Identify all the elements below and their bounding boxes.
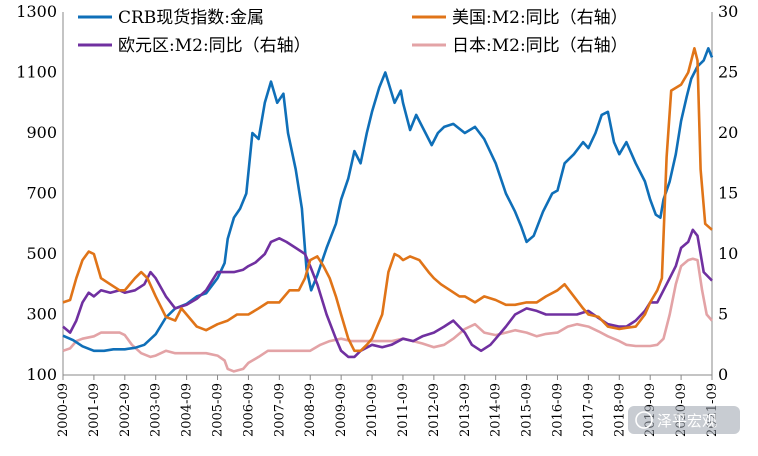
legend-label-us-m2: 美国:M2:同比（右轴） [452, 8, 628, 28]
left-tick-label: 700 [26, 184, 57, 203]
legend: CRB现货指数:金属 美国:M2:同比（右轴） 欧元区:M2:同比（右轴） 日本… [78, 8, 628, 56]
left-tick-label: 500 [26, 244, 57, 263]
left-tick-label: 1100 [16, 63, 57, 82]
crb-metals-line [62, 47, 714, 353]
legend-label-crb: CRB现货指数:金属 [118, 8, 264, 28]
right-tick-label: 25 [718, 63, 738, 82]
right-tick-label: 30 [718, 2, 738, 21]
x-tick-label: 2015-09 [520, 383, 535, 437]
x-tick-label: 2008-09 [303, 383, 318, 437]
right-tick-label: 0 [718, 365, 728, 384]
left-tick-label: 1300 [16, 2, 57, 21]
x-tick-label: 2011-09 [396, 383, 411, 437]
jp-m2-line [62, 257, 713, 373]
x-tick-label: 2007-09 [272, 383, 287, 437]
x-tick-label: 2004-09 [180, 383, 195, 437]
x-axis-ticks: 2000-09 2001-09 2002-09 2003-09 2004-09 2005-… [56, 375, 720, 437]
x-tick-label: 2003-09 [149, 383, 164, 437]
x-tick-label: 2009-09 [334, 383, 349, 437]
x-tick-label: 2006-09 [241, 383, 256, 437]
x-tick-label: 2016-09 [550, 383, 565, 437]
x-tick-label: 2013-09 [458, 383, 473, 437]
watermark-text: 泽平宏观 [657, 412, 717, 430]
left-tick-label: 900 [26, 123, 57, 142]
watermark: 泽平宏观 [628, 406, 740, 434]
x-tick-label: 2014-09 [489, 383, 504, 437]
plot-area [62, 12, 713, 376]
x-tick-label: 2010-09 [365, 383, 380, 437]
left-tick-label: 300 [26, 305, 57, 324]
right-tick-label: 15 [718, 184, 738, 203]
series-lines [62, 47, 714, 373]
right-tick-label: 20 [718, 123, 738, 142]
right-tick-label: 5 [718, 305, 728, 324]
x-tick-label: 2005-09 [211, 383, 226, 437]
left-tick-label: 100 [26, 365, 57, 384]
legend-label-jp-m2: 日本:M2:同比（右轴） [452, 36, 628, 56]
x-tick-label: 2001-09 [87, 383, 102, 437]
watermark-badge [628, 406, 740, 434]
x-tick-label: 2018-09 [612, 383, 627, 437]
x-tick-label: 2017-09 [581, 383, 596, 437]
right-tick-label: 10 [718, 244, 738, 263]
us-m2-line [62, 47, 713, 353]
right-axis-ticks: 0 5 10 15 20 25 30 [718, 2, 738, 384]
left-axis-ticks: 100 300 500 700 900 1100 1300 [16, 2, 57, 384]
x-tick-label: 2002-09 [118, 383, 133, 437]
x-tick-label: 2000-09 [56, 383, 71, 437]
watermark-logo-icon [635, 411, 653, 429]
legend-label-eu-m2: 欧元区:M2:同比（右轴） [118, 36, 311, 56]
x-tick-label: 2012-09 [427, 383, 442, 437]
